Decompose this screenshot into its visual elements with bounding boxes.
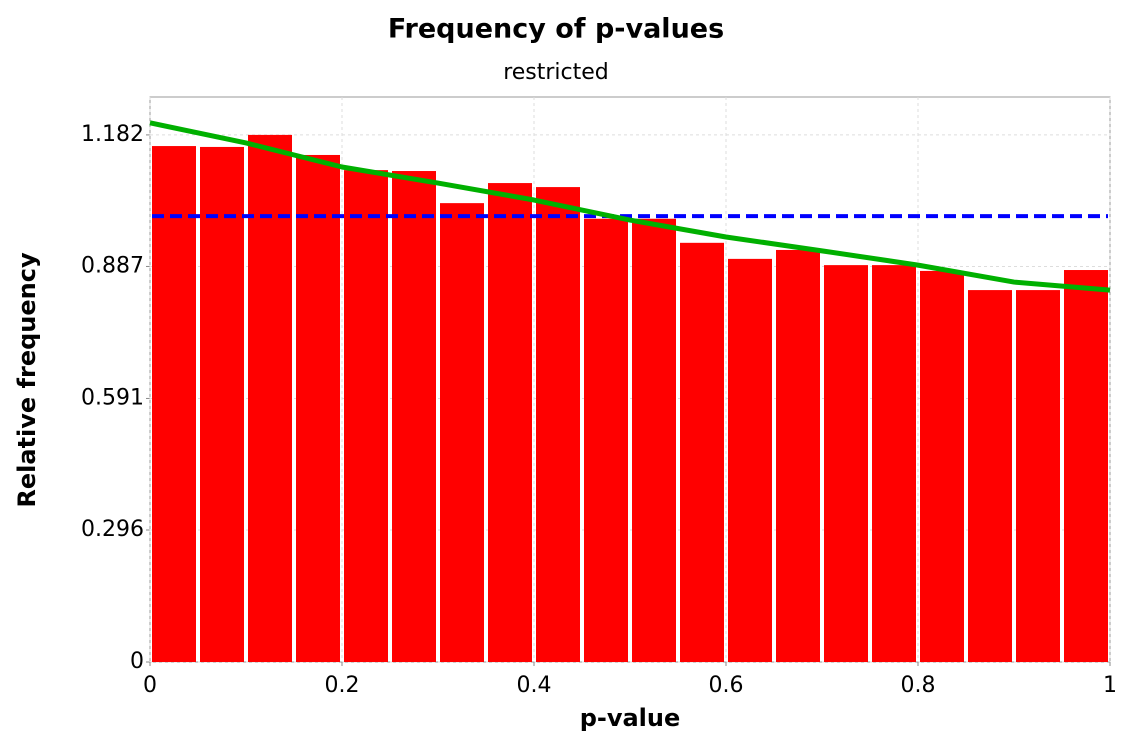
bar: [200, 146, 244, 662]
bar: [536, 187, 580, 663]
bar: [296, 154, 340, 662]
fit-line: [149, 120, 1111, 293]
bar: [824, 265, 868, 662]
x-tick-label: 0.8: [901, 673, 936, 698]
bar: [1016, 290, 1060, 662]
bar: [440, 203, 484, 662]
x-tick-label: 0.2: [325, 673, 360, 698]
y-tick-label: 0.887: [81, 253, 144, 278]
chart-subtitle: restricted: [503, 60, 609, 85]
bar: [1064, 270, 1108, 662]
bar: [248, 134, 292, 663]
x-tick-label: 0.6: [709, 673, 744, 698]
chart-title: Frequency of p-values: [388, 14, 724, 45]
x-tick-label: 0.4: [517, 673, 552, 698]
y-axis-label: Relative frequency: [13, 252, 41, 508]
y-tick-label: 1.182: [81, 122, 144, 147]
y-tick-label: 0.296: [81, 517, 144, 542]
bar: [488, 183, 532, 663]
bar: [152, 146, 196, 663]
bar: [632, 218, 676, 662]
y-tick-label: 0: [130, 649, 144, 674]
bar: [680, 242, 724, 662]
bar: [344, 170, 388, 662]
bar: [392, 171, 436, 662]
bar: [776, 249, 820, 662]
x-tick-label: 0: [143, 673, 157, 698]
y-tick-label: 0.591: [81, 385, 144, 410]
bar: [968, 290, 1012, 662]
x-axis-label: p-value: [580, 704, 681, 732]
bar: [728, 258, 772, 662]
bar: [584, 218, 628, 662]
x-tick-label: 1: [1103, 673, 1117, 698]
bar: [920, 270, 964, 662]
bar: [872, 265, 916, 662]
plot-area: [149, 96, 1111, 663]
